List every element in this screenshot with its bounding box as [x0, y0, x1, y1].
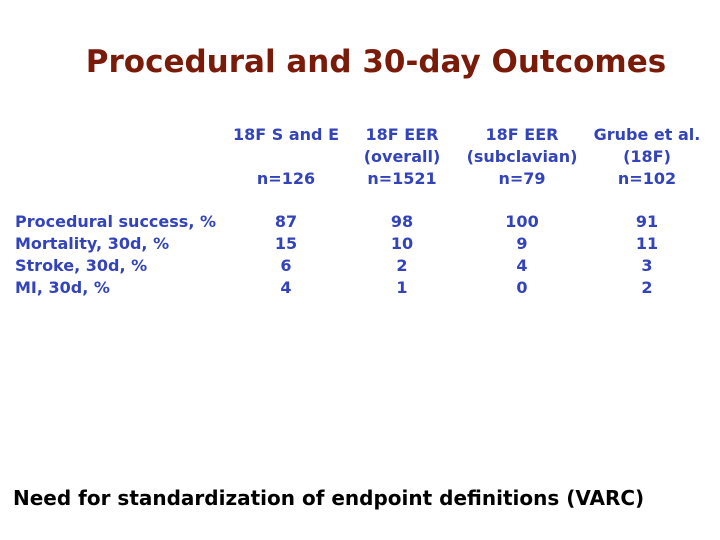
- table-cell: 4: [280, 278, 292, 297]
- table-cell: 87: [274, 212, 298, 231]
- column-header-line2: (overall): [363, 147, 441, 166]
- table-cell: 11: [635, 234, 659, 253]
- column-header-n: n=1521: [367, 169, 437, 188]
- column-header-line1: 18F S and E: [233, 125, 339, 144]
- column-header-18f-s-and-e: 18F S and E n=126: [226, 124, 346, 190]
- column-header-line1: 18F EER: [485, 125, 559, 144]
- table-cell: 91: [635, 212, 659, 231]
- footer-note: Need for standardization of endpoint def…: [13, 486, 645, 510]
- column-header-line1: Grube et al.: [593, 125, 701, 144]
- table-cell: 10: [390, 234, 414, 253]
- column-header-18f-eer-subclavian: 18F EER (subclavian) n=79: [462, 124, 582, 190]
- column-header-line2: (subclavian): [466, 147, 578, 166]
- table-cell: 6: [280, 256, 292, 275]
- slide-title: Procedural and 30-day Outcomes: [85, 44, 667, 80]
- table-cell: 2: [641, 278, 653, 297]
- table-cell: 98: [390, 212, 414, 231]
- table-cell: 4: [516, 256, 528, 275]
- column-header-n: n=126: [256, 169, 316, 188]
- row-label-stroke: Stroke, 30d, %: [15, 256, 148, 275]
- column-header-line2: (18F): [623, 147, 671, 166]
- table-cell: 3: [641, 256, 653, 275]
- table-cell: 9: [516, 234, 528, 253]
- table-cell: 0: [516, 278, 528, 297]
- column-header-n: n=79: [498, 169, 546, 188]
- column-header-line1: 18F EER: [365, 125, 439, 144]
- row-label-procedural-success: Procedural success, %: [15, 212, 216, 231]
- column-header-line2: [226, 146, 346, 168]
- table-cell: 2: [396, 256, 408, 275]
- table-cell: 1: [396, 278, 408, 297]
- table-cell: 100: [505, 212, 539, 231]
- column-header-n: n=102: [617, 169, 677, 188]
- row-label-mortality: Mortality, 30d, %: [15, 234, 170, 253]
- column-header-grube: Grube et al. (18F) n=102: [587, 124, 707, 190]
- row-label-mi: MI, 30d, %: [15, 278, 110, 297]
- column-header-18f-eer-overall: 18F EER (overall) n=1521: [342, 124, 462, 190]
- table-cell: 15: [274, 234, 298, 253]
